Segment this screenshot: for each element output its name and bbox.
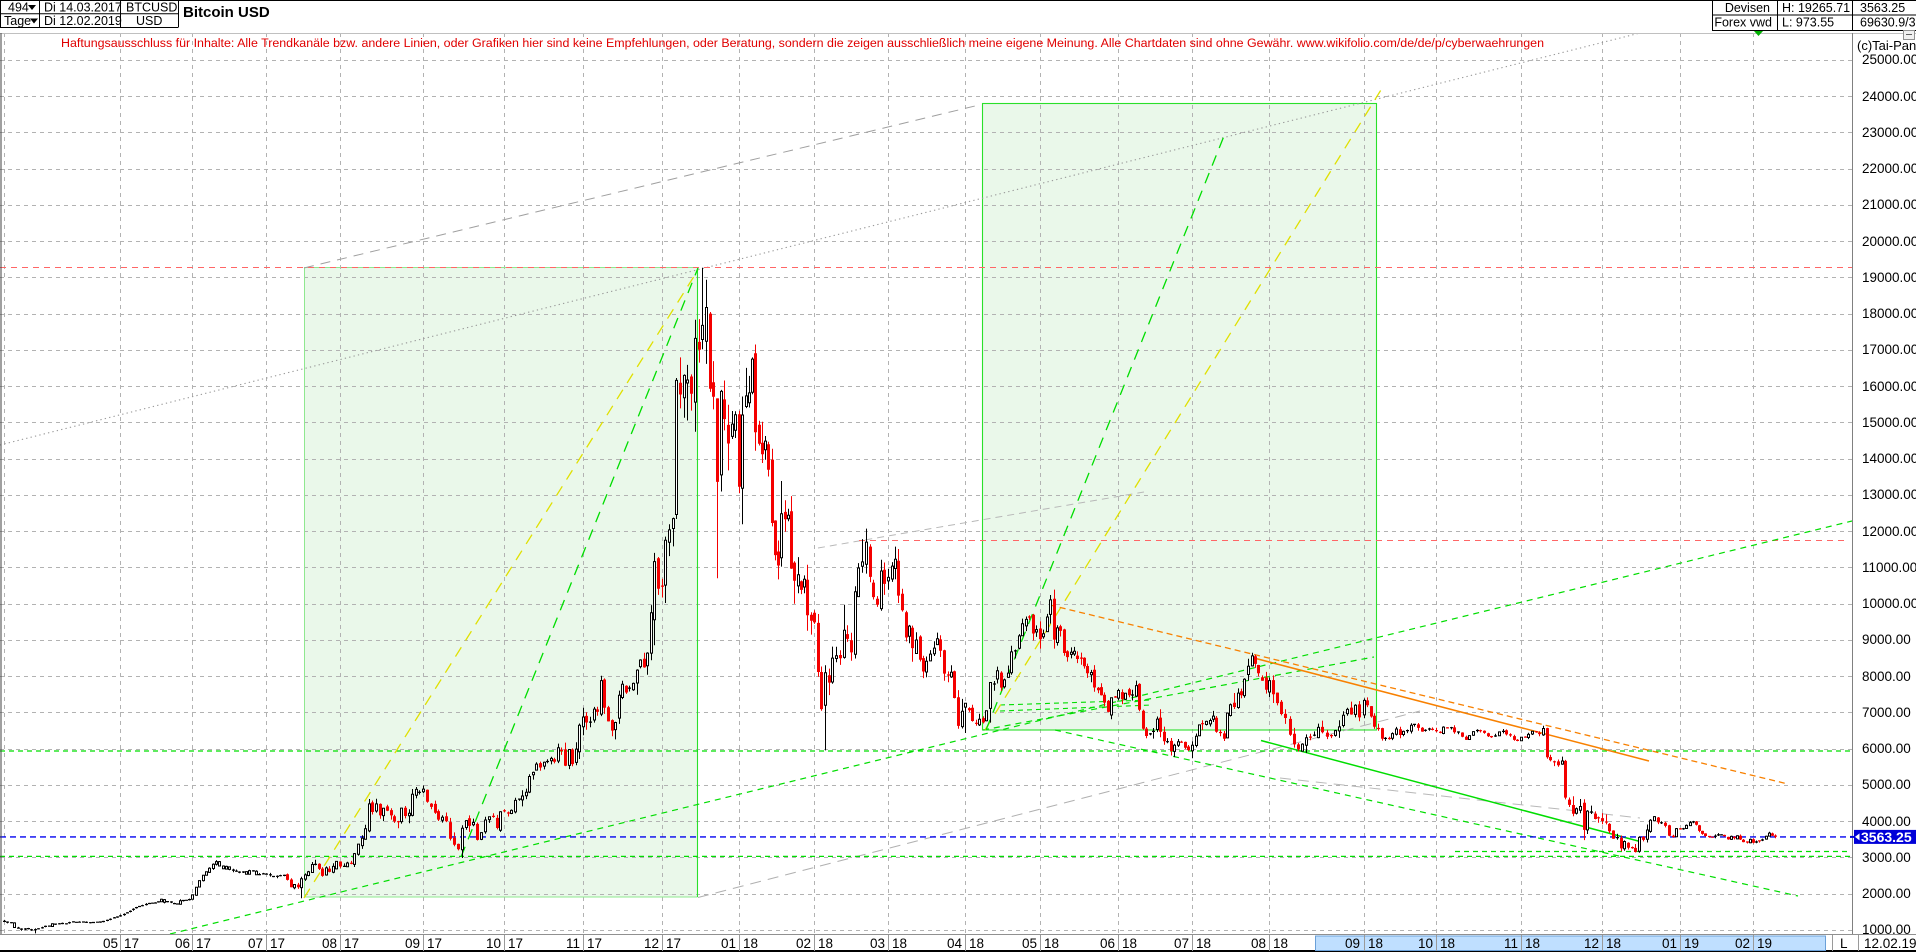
svg-text:04: 04 — [947, 936, 963, 951]
svg-text:12: 12 — [644, 936, 659, 951]
svg-text:17: 17 — [666, 936, 681, 951]
svg-text:10: 10 — [1418, 936, 1433, 951]
svg-text:Forex vwd: Forex vwd — [1714, 16, 1772, 30]
svg-text:Bitcoin USD: Bitcoin USD — [183, 4, 270, 21]
svg-text:17: 17 — [508, 936, 523, 951]
svg-text:L: L — [1840, 936, 1848, 951]
svg-text:19000.00: 19000.00 — [1862, 270, 1916, 285]
svg-text:17: 17 — [196, 936, 211, 951]
svg-text:05: 05 — [1022, 936, 1037, 951]
svg-text:L: 973.55: L: 973.55 — [1782, 16, 1834, 30]
svg-text:03: 03 — [870, 936, 885, 951]
svg-text:25000.00: 25000.00 — [1862, 52, 1916, 67]
svg-text:19: 19 — [1684, 936, 1699, 951]
svg-text:12000.00: 12000.00 — [1862, 524, 1916, 539]
svg-text:17: 17 — [427, 936, 442, 951]
svg-text:BTCUSD: BTCUSD — [126, 1, 177, 15]
svg-text:21000.00: 21000.00 — [1862, 197, 1916, 212]
svg-text:16000.00: 16000.00 — [1862, 379, 1916, 394]
svg-text:11: 11 — [1504, 936, 1518, 951]
svg-text:8000.00: 8000.00 — [1862, 669, 1911, 684]
svg-text:11: 11 — [566, 936, 580, 951]
svg-text:5000.00: 5000.00 — [1862, 777, 1911, 792]
svg-text:11000.00: 11000.00 — [1862, 560, 1916, 575]
svg-text:69630.9/3: 69630.9/3 — [1860, 16, 1916, 30]
svg-text:4000.00: 4000.00 — [1862, 814, 1911, 829]
svg-text:18: 18 — [1368, 936, 1383, 951]
svg-text:Tage: Tage — [4, 14, 31, 28]
svg-text:18: 18 — [1606, 936, 1621, 951]
svg-text:09: 09 — [405, 936, 420, 951]
svg-text:23000.00: 23000.00 — [1862, 125, 1916, 140]
svg-text:02: 02 — [1735, 936, 1750, 951]
svg-text:18: 18 — [1196, 936, 1211, 951]
svg-text:Di 12.02.2019: Di 12.02.2019 — [44, 14, 122, 28]
svg-text:17000.00: 17000.00 — [1862, 342, 1916, 357]
svg-text:494: 494 — [8, 1, 29, 15]
svg-text:24000.00: 24000.00 — [1862, 89, 1916, 104]
svg-text:9000.00: 9000.00 — [1862, 632, 1911, 647]
svg-text:07: 07 — [1174, 936, 1189, 951]
svg-text:3563.25: 3563.25 — [1860, 1, 1905, 15]
svg-text:10: 10 — [486, 936, 501, 951]
svg-text:18: 18 — [818, 936, 833, 951]
svg-text:1000.00: 1000.00 — [1862, 922, 1911, 937]
svg-text:18: 18 — [1044, 936, 1059, 951]
svg-text:12: 12 — [1584, 936, 1599, 951]
svg-text:2000.00: 2000.00 — [1862, 886, 1911, 901]
svg-text:09: 09 — [1345, 936, 1360, 951]
svg-text:18: 18 — [743, 936, 758, 951]
svg-text:17: 17 — [124, 936, 139, 951]
svg-text:17: 17 — [344, 936, 359, 951]
svg-text:01: 01 — [721, 936, 736, 951]
svg-text:17: 17 — [270, 936, 285, 951]
svg-text:06: 06 — [175, 936, 190, 951]
svg-text:18: 18 — [1525, 936, 1540, 951]
svg-text:Devisen: Devisen — [1725, 1, 1770, 15]
svg-text:12.02.19: 12.02.19 — [1864, 936, 1916, 951]
svg-text:6000.00: 6000.00 — [1862, 741, 1911, 756]
svg-text:15000.00: 15000.00 — [1862, 415, 1916, 430]
svg-text:18: 18 — [1122, 936, 1137, 951]
svg-text:USD: USD — [136, 14, 162, 28]
svg-text:Haftungsausschluss für Inhalte: Haftungsausschluss für Inhalte: Alle Tre… — [61, 36, 1544, 50]
svg-text:05: 05 — [103, 936, 118, 951]
svg-text:08: 08 — [1251, 936, 1266, 951]
svg-text:02: 02 — [796, 936, 811, 951]
svg-text:3000.00: 3000.00 — [1862, 850, 1911, 865]
svg-text:19: 19 — [1757, 936, 1772, 951]
svg-text:18: 18 — [892, 936, 907, 951]
svg-text:10000.00: 10000.00 — [1862, 596, 1916, 611]
svg-text:18: 18 — [969, 936, 984, 951]
svg-text:3563.25: 3563.25 — [1861, 829, 1912, 845]
svg-text:22000.00: 22000.00 — [1862, 161, 1916, 176]
svg-text:01: 01 — [1662, 936, 1677, 951]
svg-text:(c)Tai-Pan: (c)Tai-Pan — [1857, 38, 1916, 53]
svg-text:07: 07 — [248, 936, 263, 951]
svg-text:14000.00: 14000.00 — [1862, 451, 1916, 466]
svg-text:7000.00: 7000.00 — [1862, 705, 1911, 720]
svg-text:18: 18 — [1273, 936, 1288, 951]
svg-text:06: 06 — [1100, 936, 1115, 951]
svg-text:Di 14.03.2017: Di 14.03.2017 — [44, 1, 122, 15]
svg-text:17: 17 — [587, 936, 602, 951]
svg-text:08: 08 — [322, 936, 337, 951]
svg-text:13000.00: 13000.00 — [1862, 487, 1916, 502]
svg-text:18: 18 — [1440, 936, 1455, 951]
svg-text:18000.00: 18000.00 — [1862, 306, 1916, 321]
svg-text:20000.00: 20000.00 — [1862, 234, 1916, 249]
svg-text:H: 19265.71: H: 19265.71 — [1782, 1, 1850, 15]
